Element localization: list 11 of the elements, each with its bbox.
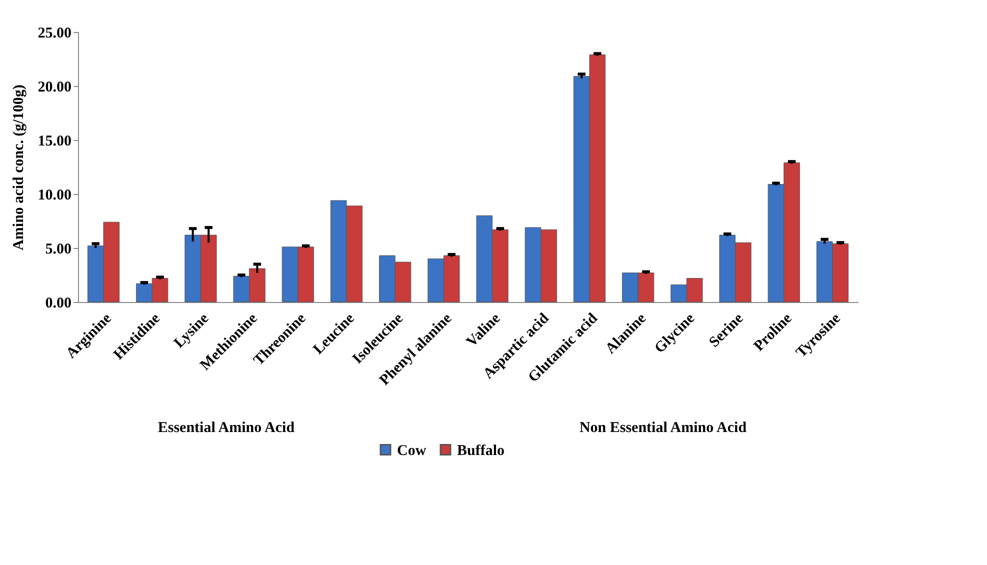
y-axis-title: Amino acid conc. (g/100g) xyxy=(10,84,27,250)
y-tick-label: 5.00 xyxy=(45,242,72,258)
y-tick-label: 25.00 xyxy=(38,26,72,42)
text: Non Essential Amino Acid xyxy=(579,420,748,436)
y-tick-label: 10.00 xyxy=(38,188,72,204)
y-tick-label: 0.00 xyxy=(45,296,72,312)
y-tick-label: 20.00 xyxy=(38,80,72,96)
y-tick-label: 15.00 xyxy=(38,134,72,150)
legend-label: Cow xyxy=(397,442,426,459)
text: Essential Amino Acid xyxy=(158,420,296,436)
legend-label: Buffalo xyxy=(457,442,505,459)
